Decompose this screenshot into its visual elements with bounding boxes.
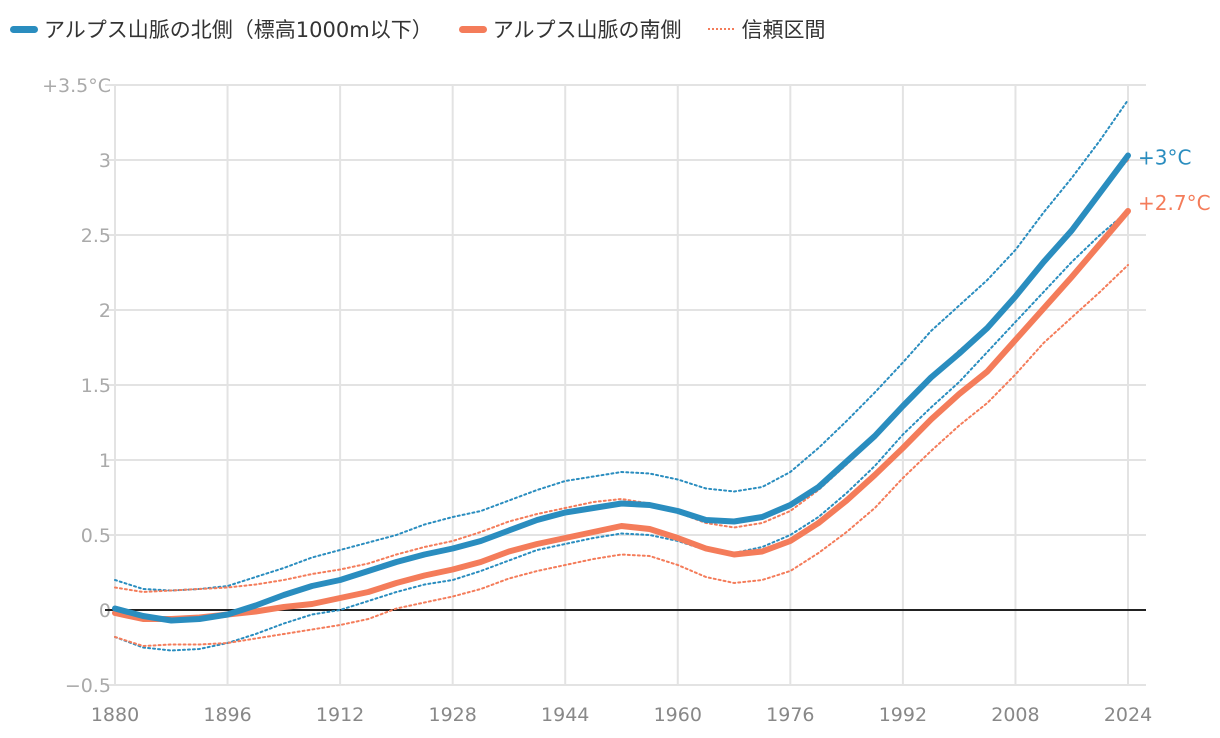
x-tick-label: 1944 bbox=[541, 704, 589, 726]
end-label-south: +2.7°C bbox=[1138, 191, 1211, 215]
y-tick-label: +3.5°C bbox=[42, 75, 111, 97]
y-tick-label: 2.5 bbox=[81, 225, 111, 247]
x-tick-label: 1912 bbox=[316, 704, 364, 726]
legend-swatch-south bbox=[458, 25, 487, 33]
y-tick-label: −0.5 bbox=[65, 675, 111, 697]
legend-label-ci: 信頼区間 bbox=[741, 18, 826, 42]
y-tick-label: 1.5 bbox=[81, 375, 111, 397]
confidence-interval-line bbox=[114, 99, 1129, 592]
y-tick-label: 0 bbox=[99, 600, 111, 622]
legend-item-north: アルプス山脈の北側（標高1000m以下） bbox=[10, 14, 433, 44]
confidence-interval-line bbox=[114, 210, 1129, 652]
x-tick-label: 1896 bbox=[203, 704, 251, 726]
x-tick-label: 1976 bbox=[766, 704, 814, 726]
end-label-north: +3°C bbox=[1138, 146, 1191, 170]
legend-swatch-ci bbox=[707, 28, 734, 30]
x-tick-label: 1992 bbox=[879, 704, 927, 726]
series-line-south bbox=[112, 208, 1131, 622]
legend-item-ci: 信頼区間 bbox=[707, 14, 826, 44]
x-tick-label: 2024 bbox=[1104, 704, 1152, 726]
x-tick-label: 1880 bbox=[91, 704, 139, 726]
y-tick-label: 2 bbox=[99, 300, 111, 322]
y-tick-label: 1 bbox=[99, 450, 111, 472]
series-line-north bbox=[112, 152, 1131, 624]
y-tick-label: 0.5 bbox=[81, 525, 111, 547]
x-tick-label: 1928 bbox=[428, 704, 476, 726]
x-tick-label: 2008 bbox=[991, 704, 1039, 726]
y-tick-label: 3 bbox=[99, 150, 111, 172]
legend-swatch-north bbox=[10, 25, 38, 33]
legend-label-south: アルプス山脈の南側 bbox=[492, 18, 682, 42]
confidence-interval-line bbox=[114, 264, 1129, 647]
legend-item-south: アルプス山脈の南側 bbox=[458, 14, 682, 44]
x-tick-label: 1960 bbox=[654, 704, 702, 726]
legend: アルプス山脈の北側（標高1000m以下） アルプス山脈の南側 信頼区間 bbox=[10, 14, 852, 44]
legend-label-north: アルプス山脈の北側（標高1000m以下） bbox=[44, 18, 433, 42]
